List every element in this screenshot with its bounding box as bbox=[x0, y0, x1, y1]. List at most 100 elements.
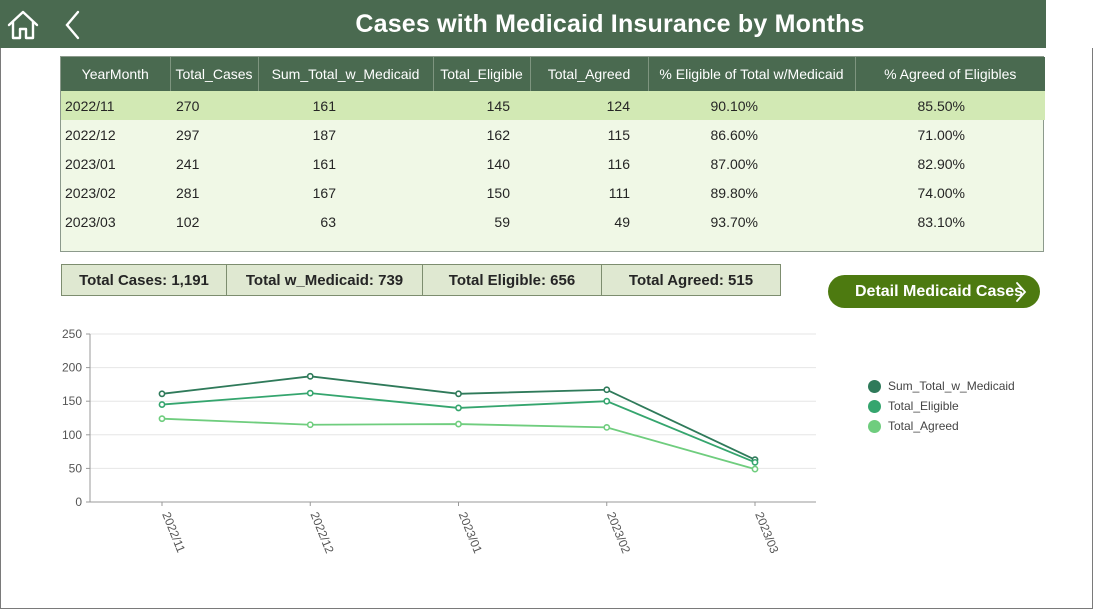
page-title: Cases with Medicaid Insurance by Months bbox=[355, 10, 865, 38]
back-button[interactable] bbox=[62, 9, 84, 41]
table-row[interactable]: 2022/12 297 187 162 115 86.60% 71.00% bbox=[61, 120, 1045, 149]
table-cell: 241 bbox=[176, 155, 200, 172]
chevron-left-icon bbox=[65, 10, 80, 40]
table-row[interactable]: 2023/02 281 167 150 111 89.80% 74.00% bbox=[61, 178, 1045, 207]
column-header[interactable]: % Agreed of Eligibles bbox=[855, 57, 1045, 91]
line-chart: 0 50 100 150 200 250 2022/11 2022/12 2023/01 2023… bbox=[62, 327, 816, 556]
table-cell: 63 bbox=[320, 213, 336, 230]
kpi-summary: Total Cases: 1,191 Total w_Medicaid: 739… bbox=[61, 264, 781, 296]
table-cell: 281 bbox=[176, 184, 200, 201]
legend-marker bbox=[868, 399, 881, 413]
table-cell: 2023/02 bbox=[65, 184, 116, 201]
legend-label: Sum_Total_w_Medicaid bbox=[888, 379, 1015, 393]
table-cell: 115 bbox=[607, 126, 630, 143]
table-cell: 102 bbox=[176, 213, 200, 230]
table-cell: 2022/12 bbox=[65, 126, 116, 143]
data-point bbox=[751, 465, 759, 473]
x-tick-label: 2023/03 bbox=[752, 510, 781, 556]
x-tick-label: 2022/11 bbox=[159, 510, 188, 555]
legend-label: Total_Eligible bbox=[888, 399, 959, 413]
legend-item[interactable]: Sum_Total_w_Medicaid bbox=[868, 376, 1015, 396]
table-cell: 187 bbox=[312, 126, 336, 143]
series-line bbox=[161, 375, 756, 461]
series-line bbox=[161, 392, 756, 464]
table-cell: 93.70% bbox=[710, 213, 758, 230]
data-point bbox=[158, 390, 166, 398]
table-cell: 82.90% bbox=[917, 155, 965, 172]
data-point bbox=[306, 372, 314, 380]
home-button[interactable] bbox=[6, 9, 40, 41]
table-cell: 161 bbox=[312, 155, 336, 172]
table-row[interactable]: 2023/03 102 63 59 49 93.70% 83.10% bbox=[61, 207, 1045, 236]
data-point bbox=[603, 397, 611, 405]
legend-marker bbox=[868, 419, 881, 433]
x-tick-label: 2022/12 bbox=[307, 510, 336, 556]
chart-legend: Sum_Total_w_Medicaid Total_Eligible Total_… bbox=[868, 376, 1015, 436]
column-header[interactable]: Total_Agreed bbox=[530, 57, 649, 91]
column-header[interactable]: % Eligible of Total w/Medicaid bbox=[648, 57, 856, 91]
column-header[interactable]: Total_Eligible bbox=[433, 57, 531, 91]
table-cell: 85.50% bbox=[855, 91, 1045, 120]
table-row[interactable]: 2023/01 241 161 140 116 87.00% 82.90% bbox=[61, 149, 1045, 178]
table-cell: 270 bbox=[170, 91, 258, 120]
home-icon bbox=[7, 10, 39, 40]
y-tick-label: 50 bbox=[69, 461, 83, 475]
column-header[interactable]: YearMonth bbox=[61, 57, 171, 91]
table-cell: 124 bbox=[530, 91, 648, 120]
table-cell: 297 bbox=[176, 126, 200, 143]
table-cell: 2023/03 bbox=[65, 213, 116, 230]
legend-marker bbox=[868, 379, 881, 393]
column-header[interactable]: Sum_Total_w_Medicaid bbox=[258, 57, 434, 91]
table-cell: 167 bbox=[312, 184, 336, 201]
data-point bbox=[158, 415, 166, 423]
legend-item[interactable]: Total_Agreed bbox=[868, 416, 1015, 436]
table-cell: 162 bbox=[486, 126, 510, 143]
table-cell: 150 bbox=[486, 184, 510, 201]
table-cell: 116 bbox=[607, 155, 630, 172]
data-point bbox=[158, 401, 166, 408]
y-tick-label: 0 bbox=[75, 495, 82, 509]
kpi-total-medicaid: Total w_Medicaid: 739 bbox=[226, 264, 423, 296]
table-cell: 2022/11 bbox=[61, 91, 170, 120]
table-cell: 161 bbox=[258, 91, 433, 120]
table-row[interactable]: 2022/11 270 161 145 124 90.10% 85.50% bbox=[61, 91, 1045, 120]
x-tick-label: 2023/02 bbox=[604, 510, 633, 556]
data-point bbox=[455, 420, 462, 428]
detail-button-label: Detail Medicaid Cases bbox=[855, 282, 1024, 300]
kpi-total-agreed: Total Agreed: 515 bbox=[601, 264, 781, 296]
table-cell: 90.10% bbox=[648, 91, 855, 120]
table-cell: 49 bbox=[614, 213, 630, 230]
header-bar: Cases with Medicaid Insurance by Months bbox=[0, 0, 1093, 48]
y-tick-label: 100 bbox=[62, 428, 82, 442]
legend-item[interactable]: Total_Eligible bbox=[868, 396, 1015, 416]
y-tick-label: 150 bbox=[62, 394, 82, 408]
x-tick-label: 2023/01 bbox=[456, 510, 485, 556]
header-spacer bbox=[1046, 0, 1093, 48]
kpi-total-cases: Total Cases: 1,191 bbox=[61, 264, 227, 296]
data-point bbox=[603, 424, 611, 431]
table-cell: 71.00% bbox=[917, 126, 965, 143]
table-cell: 111 bbox=[608, 184, 630, 201]
data-point bbox=[455, 390, 462, 398]
table-cell: 74.00% bbox=[917, 184, 965, 201]
data-point bbox=[306, 389, 314, 397]
data-point bbox=[751, 458, 759, 466]
chevron-right-icon bbox=[1016, 282, 1027, 302]
table-cell: 145 bbox=[433, 91, 530, 120]
y-tick-label: 250 bbox=[62, 327, 82, 341]
detail-medicaid-cases-button[interactable]: Detail Medicaid Cases bbox=[828, 275, 1040, 308]
table-cell: 87.00% bbox=[710, 155, 758, 172]
column-header[interactable]: Total_Cases bbox=[170, 57, 259, 91]
data-point bbox=[455, 404, 462, 412]
data-table: YearMonth Total_Cases Sum_Total_w_Medica… bbox=[60, 56, 1045, 252]
table-cell: 89.80% bbox=[710, 184, 758, 201]
y-tick-label: 200 bbox=[62, 361, 82, 375]
table-cell: 83.10% bbox=[917, 213, 965, 230]
data-point bbox=[603, 386, 611, 394]
table-cell: 86.60% bbox=[710, 126, 758, 143]
legend-label: Total_Agreed bbox=[888, 419, 959, 433]
table-cell: 2023/01 bbox=[65, 155, 116, 172]
table-cell: 140 bbox=[486, 155, 510, 172]
data-point bbox=[306, 421, 314, 429]
kpi-total-eligible: Total Eligible: 656 bbox=[422, 264, 602, 296]
